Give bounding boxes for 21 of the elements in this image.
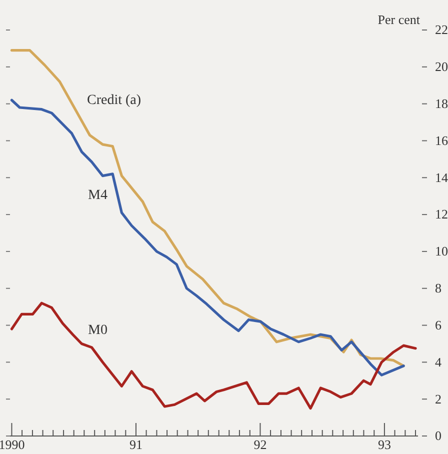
y-tick-label: 14 — [435, 170, 448, 185]
y-tick-label: 4 — [435, 354, 442, 370]
y-tick-label: 8 — [435, 280, 442, 296]
y-tick-label: 20 — [435, 59, 448, 74]
x-tick-label: 92 — [254, 437, 267, 452]
x-tick-label: 91 — [129, 437, 142, 452]
series-label: M4 — [88, 188, 108, 203]
x-tick-label: 1990 — [0, 437, 25, 452]
series-label: M0 — [88, 323, 108, 338]
y-tick-label: 0 — [435, 428, 442, 444]
y-tick-label: 22 — [435, 22, 448, 38]
y-tick-label: 10 — [435, 244, 448, 259]
y-axis-title: Per cent — [378, 12, 420, 27]
series-label: Credit (a) — [87, 93, 142, 108]
y-tick-label: 16 — [435, 132, 448, 148]
line-series — [10, 302, 417, 410]
y-tick-label: 2 — [435, 391, 442, 406]
x-tick-label: 93 — [378, 437, 391, 452]
y-tick-label: 6 — [435, 317, 442, 332]
y-tick-label: 18 — [435, 96, 448, 111]
y-tick-label: 12 — [435, 206, 448, 222]
